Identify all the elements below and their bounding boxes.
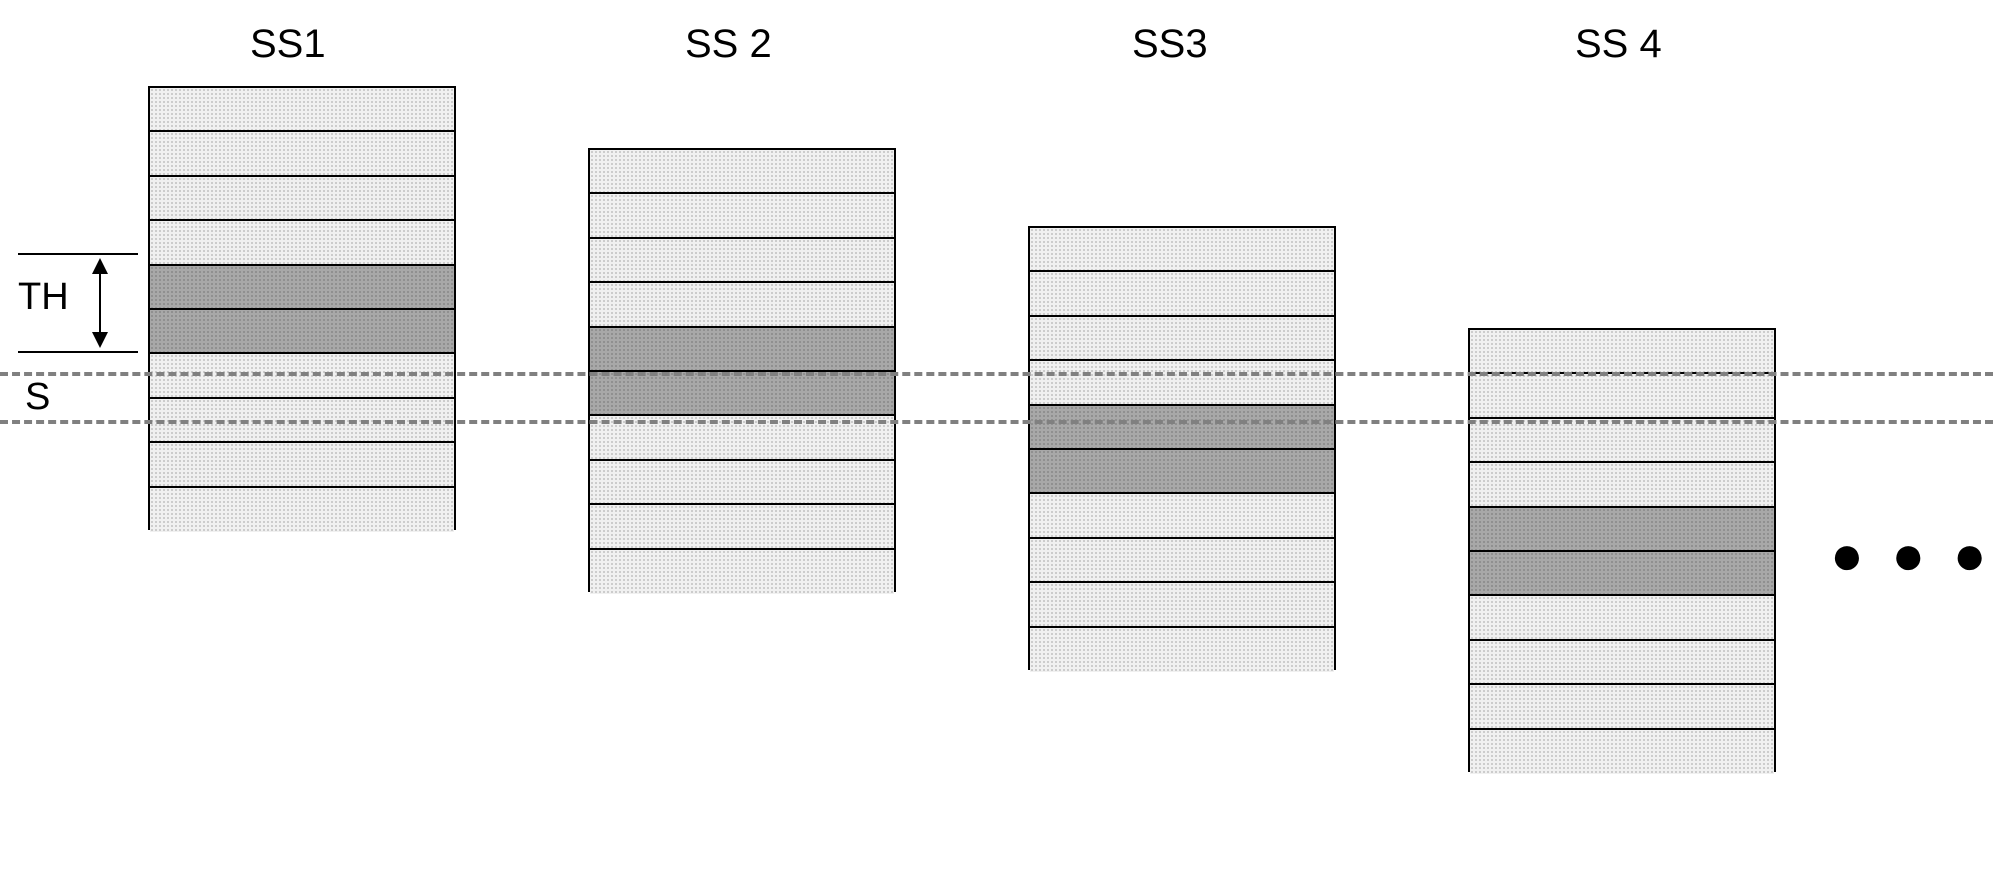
col-label-ss4: SS 4 bbox=[1575, 22, 1662, 67]
ellipsis-dots: ● ● ● bbox=[1830, 522, 1993, 587]
stack-row bbox=[1030, 494, 1334, 538]
stack-row bbox=[1030, 317, 1334, 361]
dashed-line-top bbox=[0, 372, 1993, 376]
stack-row-shaded bbox=[1030, 406, 1334, 450]
stack-ss4 bbox=[1468, 328, 1776, 772]
s-label: S bbox=[25, 376, 50, 419]
stack-row bbox=[1470, 374, 1774, 418]
stack-row-shaded bbox=[1030, 450, 1334, 494]
stack-row bbox=[1030, 539, 1334, 583]
stack-row bbox=[1470, 419, 1774, 463]
stack-row-shaded bbox=[150, 266, 454, 310]
th-indicator bbox=[18, 252, 138, 356]
stack-row bbox=[150, 132, 454, 176]
stack-row bbox=[1470, 330, 1774, 374]
stack-row-shaded bbox=[1470, 508, 1774, 552]
stack-row bbox=[150, 354, 454, 398]
stack-row-shaded bbox=[150, 310, 454, 354]
stack-row bbox=[1030, 228, 1334, 272]
stack-row bbox=[1470, 730, 1774, 774]
stack-row bbox=[1030, 628, 1334, 672]
col-label-ss1: SS1 bbox=[250, 22, 326, 67]
stack-row bbox=[590, 550, 894, 594]
col-label-ss2: SS 2 bbox=[685, 22, 772, 67]
stack-row bbox=[590, 150, 894, 194]
stack-row bbox=[150, 88, 454, 132]
stack-row bbox=[590, 239, 894, 283]
stack-row bbox=[1470, 685, 1774, 729]
col-label-ss3: SS3 bbox=[1132, 22, 1208, 67]
stack-row bbox=[590, 283, 894, 327]
stack-row-shaded bbox=[1470, 552, 1774, 596]
stack-ss3 bbox=[1028, 226, 1336, 670]
stack-ss2 bbox=[588, 148, 896, 592]
stack-row bbox=[1030, 583, 1334, 627]
stack-row bbox=[590, 505, 894, 549]
stack-row bbox=[1470, 596, 1774, 640]
stack-row bbox=[150, 443, 454, 487]
stack-row bbox=[590, 461, 894, 505]
stack-row bbox=[150, 177, 454, 221]
stack-row bbox=[1030, 272, 1334, 316]
stack-row bbox=[1470, 641, 1774, 685]
diagram-root: SS1 SS 2 SS3 SS 4 TH S bbox=[0, 0, 1993, 871]
stack-row-shaded bbox=[590, 372, 894, 416]
stack-row bbox=[1470, 463, 1774, 507]
stack-row bbox=[150, 488, 454, 532]
stack-row bbox=[1030, 361, 1334, 405]
stack-row bbox=[590, 194, 894, 238]
stack-row-shaded bbox=[590, 328, 894, 372]
stack-row bbox=[150, 221, 454, 265]
stack-ss1 bbox=[148, 86, 456, 530]
dashed-line-bottom bbox=[0, 420, 1993, 424]
